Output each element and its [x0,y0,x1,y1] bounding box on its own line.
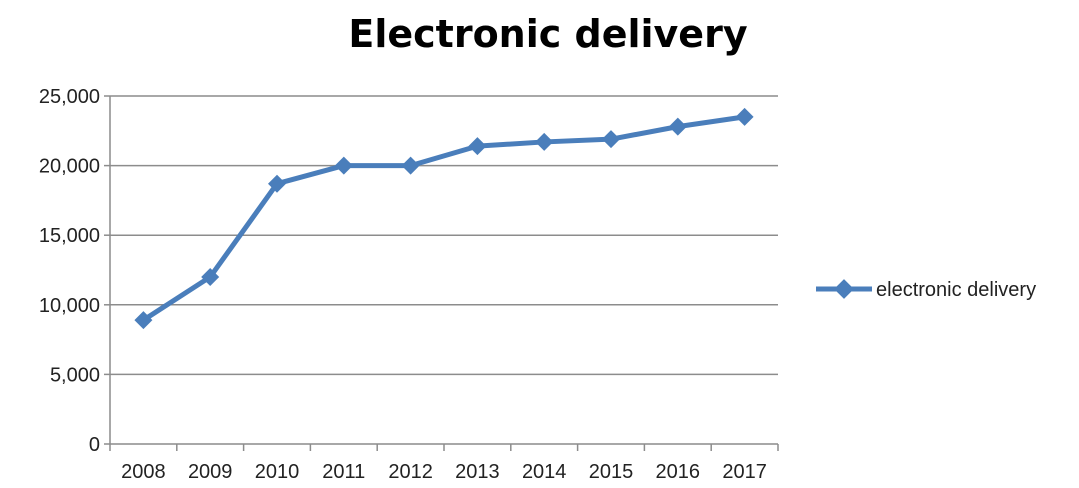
y-tick-label: 25,000 [39,86,100,108]
data-point [334,156,353,175]
y-tick-label: 20,000 [39,156,100,178]
legend-marker [834,279,854,299]
gridlines [110,95,778,376]
data-point [468,137,487,156]
legend: electronic delivery [816,279,1036,301]
data-point [134,311,153,330]
y-tick-label: 0 [89,434,100,456]
x-tick-label: 2012 [388,461,433,483]
x-tick-label: 2010 [255,461,300,483]
x-axis-ticks: 2008 2009 2010 2011 2012 2013 2014 2015 2016 2017 [109,444,779,483]
data-point [602,130,620,149]
data-point [535,132,554,151]
x-tick-label: 2015 [589,461,634,483]
x-tick-label: 2016 [656,461,701,483]
x-tick-label: 2014 [522,461,567,483]
x-tick-label: 2009 [188,461,233,483]
y-tick-label: 10,000 [39,295,100,317]
data-point [268,174,286,193]
y-tick-label: 5,000 [50,364,100,386]
legend-label: electronic delivery [876,279,1036,301]
x-tick-label: 2008 [121,461,166,483]
x-tick-label: 2013 [455,461,500,483]
y-axis-ticks: 0 5,000 10,000 15,000 20,000 25,000 [39,86,110,456]
x-tick-label: 2017 [722,461,767,483]
data-point [201,267,220,286]
x-tick-label: 2011 [322,461,365,483]
data-point [401,156,420,175]
series-line [140,114,748,323]
data-point [668,117,687,136]
y-tick-label: 15,000 [39,225,100,247]
chart-title: Electronic delivery [348,12,748,56]
series-group [134,107,754,330]
data-point [735,107,754,126]
